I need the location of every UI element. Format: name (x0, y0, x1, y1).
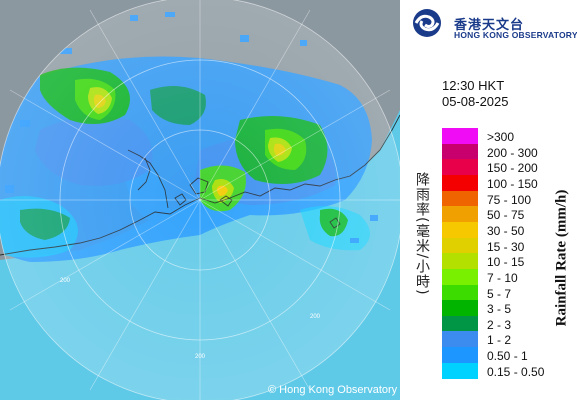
legend-swatch (442, 284, 478, 301)
legend-row: 150 - 200 (442, 159, 577, 177)
range-label-southeast: 200 (310, 314, 321, 320)
legend-swatch (442, 237, 478, 254)
legend-label: >300 (487, 130, 515, 144)
legend-row: 30 - 50 (442, 221, 577, 240)
legend-swatch (442, 190, 478, 207)
logo-name-zh: 香港天文台 (454, 18, 525, 33)
logo-name-en: HONG KONG OBSERVATORY (454, 30, 577, 40)
legend-row: >300 (442, 128, 577, 146)
legend-swatch (442, 300, 478, 317)
legend-label: 1 - 2 (487, 333, 512, 348)
radar-map: 200 200 200 © Hong Kong Observatory (0, 0, 400, 400)
legend-label: 30 - 50 (487, 223, 525, 238)
legend-row: 100 - 150 (442, 174, 577, 193)
legend-swatch (442, 206, 478, 223)
hko-logo: 香港天文台 HONG KONG OBSERVATORY (412, 6, 577, 40)
legend-label: 100 - 150 (487, 176, 538, 191)
legend-row: 10 - 15 (442, 253, 577, 271)
legend-swatch (442, 128, 478, 145)
legend-swatch (442, 221, 478, 238)
range-label-west: 200 (60, 278, 71, 284)
legend-row: 2 - 3 (442, 315, 577, 334)
legend-label: 7 - 10 (487, 270, 518, 285)
radar-coverage-disc (0, 0, 400, 400)
legend-label: 50 - 75 (487, 208, 525, 223)
legend-row: 5 - 7 (442, 284, 577, 303)
legend-swatch (442, 347, 478, 364)
range-label-south: 200 (195, 354, 206, 360)
azimuth-spokes (0, 0, 400, 400)
legend-swatch (442, 174, 478, 191)
legend-row: 200 - 300 (442, 143, 577, 162)
observation-time: 12:30 HKT (442, 78, 505, 93)
hko-swirl-icon (413, 9, 441, 37)
legend-row: 7 - 10 (442, 268, 577, 287)
range-ring-inner (129, 129, 271, 271)
legend-panel: 香港天文台 HONG KONG OBSERVATORY 12:30 HKT 05… (400, 0, 577, 400)
observation-date: 05-08-2025 (442, 94, 509, 109)
legend-label: 75 - 100 (487, 192, 532, 207)
legend-row: 75 - 100 (442, 190, 577, 209)
legend-label: 150 - 200 (487, 161, 538, 176)
radar-map-svg: 200 200 200 (0, 0, 400, 400)
legend-swatch (442, 143, 478, 160)
rainfall-rate-label-zh: 降雨率(毫米/小時) (414, 172, 430, 296)
legend-label: 3 - 5 (487, 302, 512, 317)
legend-swatch (442, 268, 478, 285)
legend-label: 2 - 3 (487, 317, 512, 332)
legend-row: 3 - 5 (442, 300, 577, 318)
legend-swatch (442, 253, 478, 270)
range-ring-middle (59, 59, 341, 341)
legend-label: 10 - 15 (487, 255, 525, 270)
legend-label: 0.15 - 0.50 (487, 364, 545, 379)
legend-row: 0.50 - 1 (442, 347, 577, 365)
legend-row: 15 - 30 (442, 237, 577, 256)
legend-label: 200 - 300 (487, 145, 538, 160)
range-rings (0, 0, 400, 400)
legend-swatch (442, 159, 478, 176)
legend-row: 50 - 75 (442, 206, 577, 224)
legend-swatch (442, 331, 478, 348)
legend-row: 1 - 2 (442, 331, 577, 349)
legend-row: 0.15 - 0.50 (442, 362, 577, 381)
legend-label: 0.50 - 1 (487, 349, 528, 364)
legend-label: 5 - 7 (487, 286, 512, 301)
copyright-text: © Hong Kong Observatory (268, 384, 398, 396)
legend-swatch (442, 362, 478, 379)
legend-label: 15 - 30 (487, 239, 525, 254)
legend-swatch (442, 315, 478, 332)
